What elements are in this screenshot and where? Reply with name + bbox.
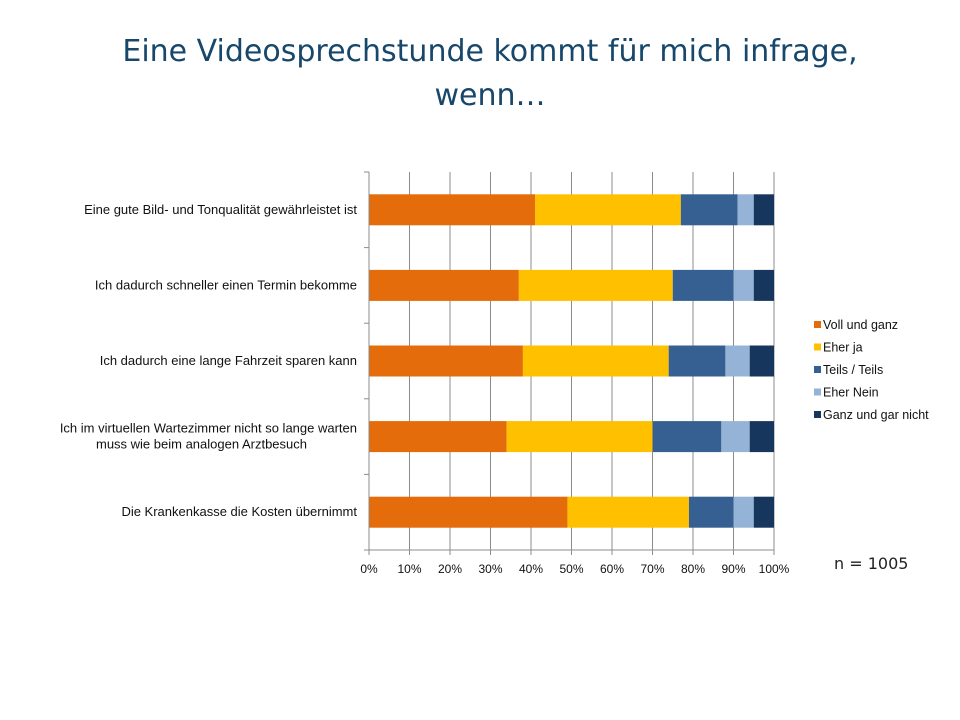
bar-segment [567,496,689,528]
x-tick-label: 100% [759,562,790,576]
bar-segment [652,421,722,453]
bar-segment [672,269,734,301]
legend-label: Ganz und gar nicht [823,408,929,422]
bar-segment [369,496,568,528]
legend-swatch [814,388,821,396]
legend-label: Eher Nein [823,386,879,400]
bars [369,194,774,528]
x-tick-label: 10% [397,562,421,576]
bar-segment [535,194,681,226]
bar-segment [688,496,734,528]
legend-swatch [814,321,821,328]
legend-label: Teils / Teils [823,363,883,377]
bar-segment [725,345,750,377]
bar-segment [522,345,669,377]
title-line-1: Eine Videosprechstunde kommt für mich in… [122,34,858,69]
legend-swatch [814,411,821,418]
category-label: Ich dadurch schneller einen Termin bekom… [95,277,357,292]
legend: Voll und ganz Eher ja Teils / Teils Eher Ne… [814,318,929,422]
bar-segment [749,421,774,453]
bar-segment [753,194,774,226]
legend-swatch [814,343,821,351]
x-tick-label: 30% [478,562,502,576]
x-tick-label: 80% [681,562,705,576]
legend-label: Eher ja [823,341,863,355]
category-label: Ich im virtuellen Wartezimmer nicht so l… [60,421,357,452]
x-tick-labels: 0% 10% 20% 30% 40% 50% 60% 70% 80% 90% 100% [360,562,789,576]
category-label: Eine gute Bild- und Tonqualität gewährle… [84,202,357,217]
x-tick-label: 20% [438,562,462,576]
bar-segment [668,345,726,377]
x-tick-label: 0% [360,562,378,576]
bar-segment [518,269,673,301]
bar-segment [369,421,507,453]
bar-segment [749,345,774,377]
chart-title: Eine Videosprechstunde kommt für mich in… [60,30,920,118]
bar-segment [506,421,653,453]
x-tick-label: 70% [640,562,664,576]
title-line-2: wenn… [434,78,546,113]
x-tick-label: 60% [600,562,624,576]
x-tick-label: 90% [721,562,745,576]
x-tick-label: 40% [519,562,543,576]
x-tick-label: 50% [559,562,583,576]
legend-label: Voll und ganz [823,318,898,332]
bar-segment [721,421,750,453]
bar-segment [680,194,738,226]
legend-swatch [814,366,821,373]
bar-segment [753,496,774,528]
bar-segment [753,269,774,301]
bar-segment [733,496,754,528]
bar-segment [369,345,523,377]
bar-segment [369,194,536,226]
bar-segment [733,269,754,301]
category-label: Die Krankenkasse die Kosten übernimmt [121,504,357,519]
bar-segment [737,194,754,226]
category-label: Ich dadurch eine lange Fahrzeit sparen k… [100,353,357,368]
category-labels: Eine gute Bild- und Tonqualität gewährle… [60,202,358,519]
sample-size-label: n = 1005 [834,554,909,573]
bar-segment [369,269,519,301]
axes [364,171,775,555]
